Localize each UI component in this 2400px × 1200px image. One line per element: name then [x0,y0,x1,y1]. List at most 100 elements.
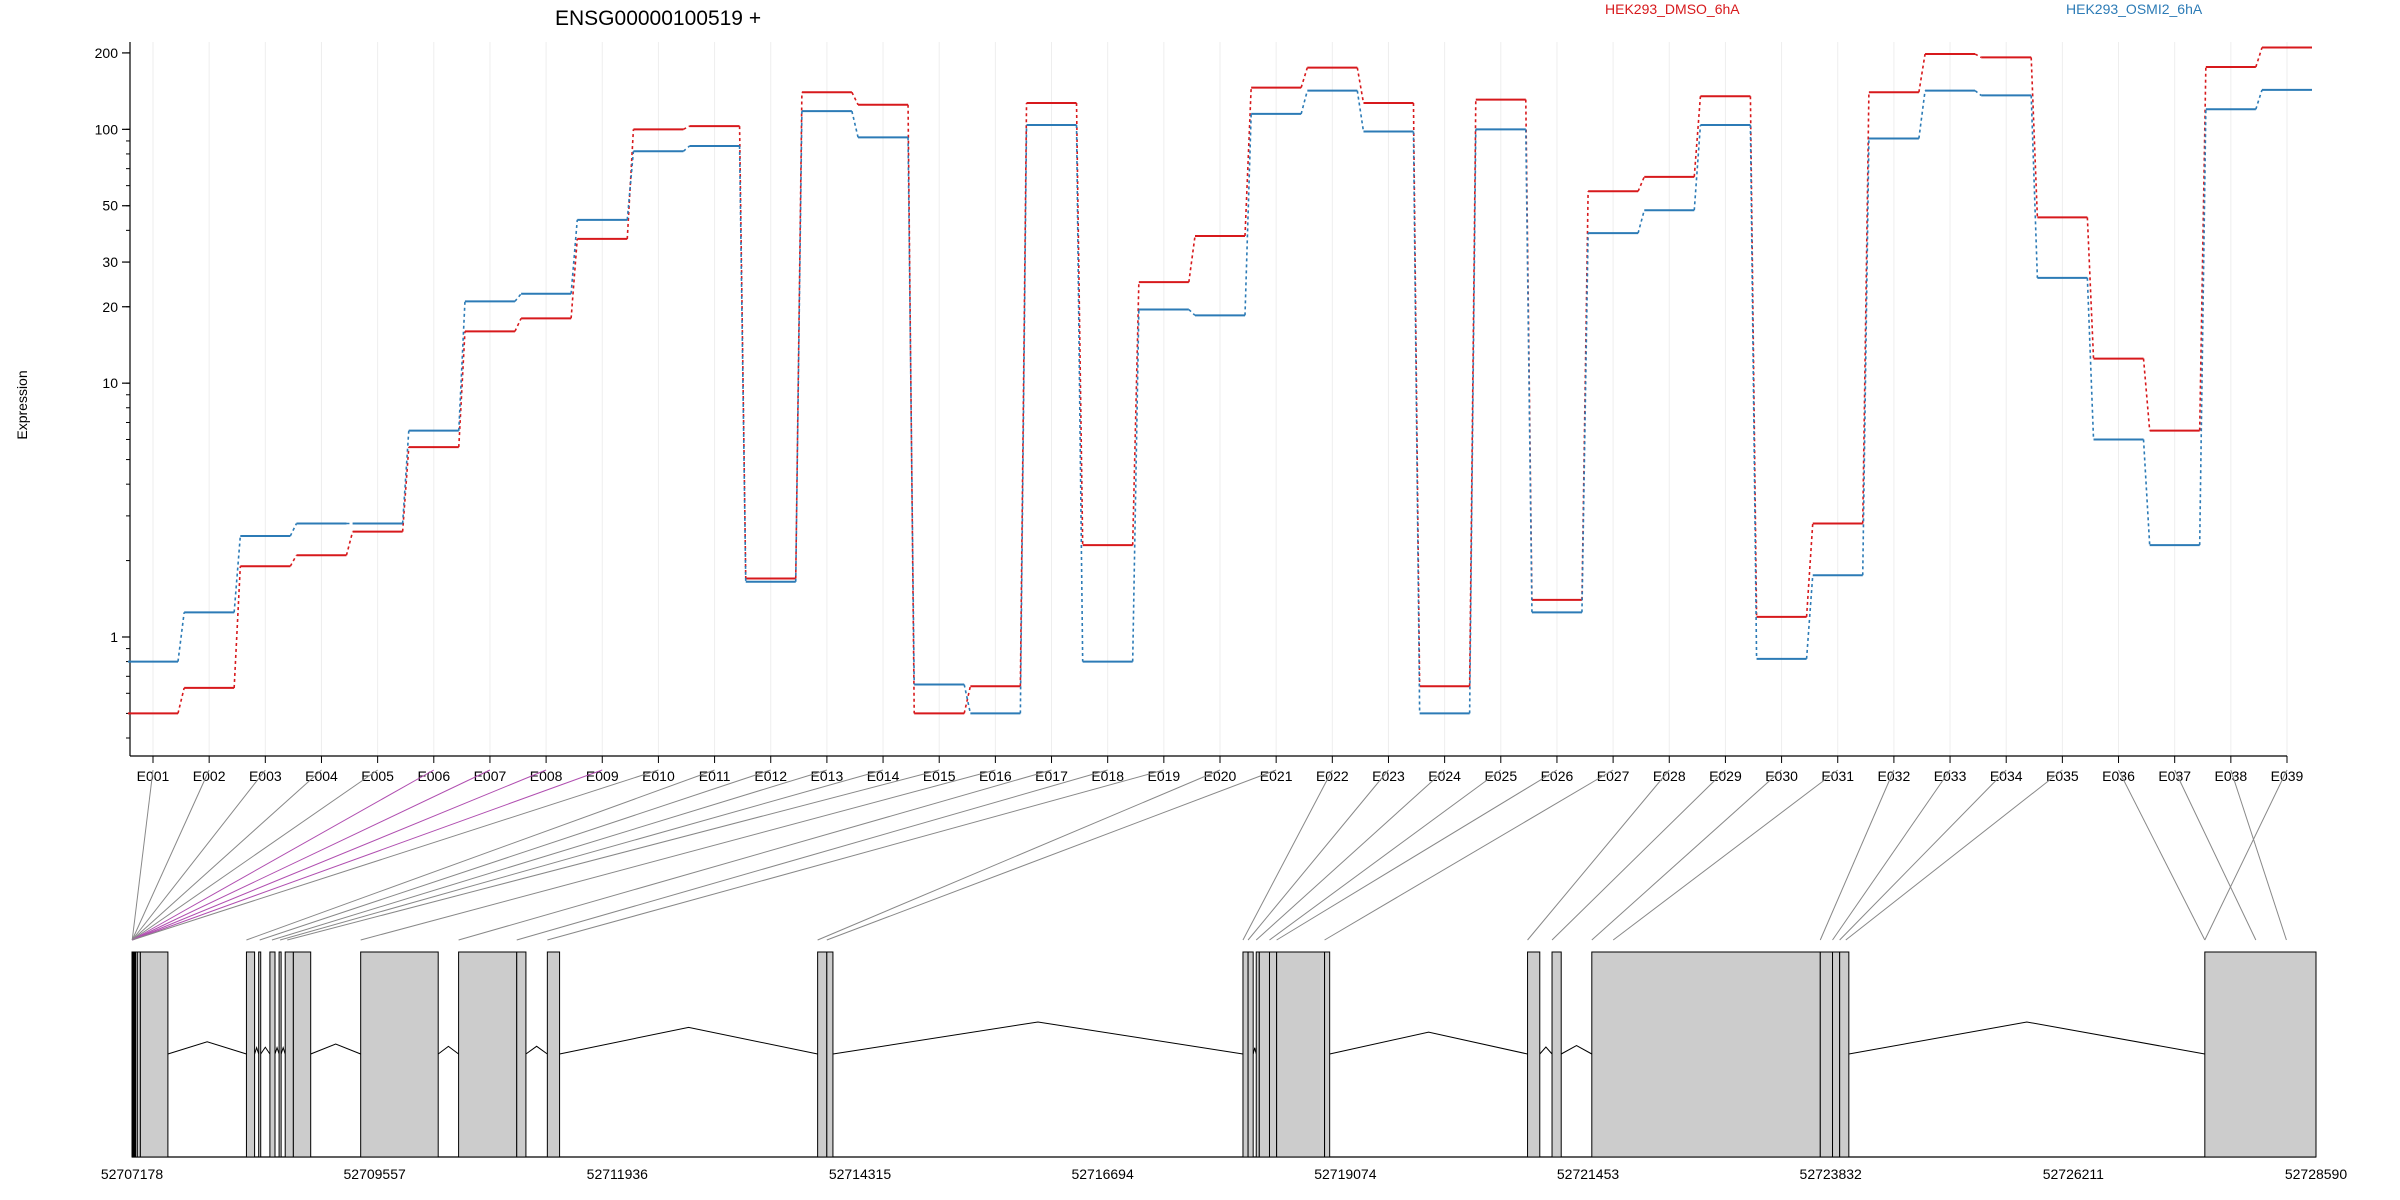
coordinate-label: 52726211 [2043,1166,2104,1182]
series-connector [1524,99,1533,600]
exon-link-e038 [2230,769,2287,941]
series-connector [2030,57,2039,218]
exon-link-e013 [271,769,828,941]
y-axis-label: Expression [14,370,30,439]
chart-title: ENSG00000100519 + [555,7,761,30]
exon-link-e003 [131,769,266,941]
exon-block [826,951,834,1158]
exon-link-e023 [1247,769,1389,941]
series-connector [1693,124,1702,211]
exon-link-e015 [287,769,940,941]
series-connector [2198,67,2207,431]
series-connector [2086,277,2095,440]
series-connector [1974,53,1982,59]
series-connector [1188,308,1196,316]
series-connector [1412,102,1421,687]
exon-block [1591,951,1821,1158]
series-connector [345,531,354,556]
exon-link-e029 [1551,769,1726,941]
exon-link-e019 [547,769,1164,941]
exon-link-e027 [1324,769,1614,941]
exon-link-e017 [458,769,1052,941]
series-connector [2142,358,2151,431]
x-tick-label-e034: E034 [1990,768,2023,784]
intron [274,1046,280,1055]
exon-start-mark [132,952,136,1157]
series-connector [1075,124,1084,662]
exon-block [1527,951,1541,1158]
exon-link-e033 [1832,769,1951,941]
exon-link-e002 [131,769,210,941]
series-connector [514,318,522,332]
series-connector [457,331,466,448]
x-tick-label-e006: E006 [417,768,450,784]
series-connector [233,566,242,688]
series-connector [2255,89,2263,110]
x-tick-label-e026: E026 [1541,768,1574,784]
y-tick-label: 30 [102,254,118,270]
coordinate-label: 52709557 [344,1166,407,1182]
intron [1252,1047,1257,1055]
exon-link-e010 [132,769,659,941]
y-tick-label: 1 [110,629,118,645]
exon-link-e004 [131,769,322,941]
series-connector [401,447,410,532]
exon-block [1324,951,1331,1158]
series-connector [570,238,579,319]
intron [280,1046,286,1055]
series-connector [401,430,410,524]
x-tick-label-e037: E037 [2158,768,2191,784]
intron [437,1045,459,1055]
exon-link-e036 [2118,769,2206,941]
series-connector [851,91,859,106]
exon-block [284,951,294,1158]
exon-link-e007 [131,769,491,941]
series-connector [626,129,635,239]
x-tick-label-e027: E027 [1597,768,1630,784]
exon-link-e037 [2174,769,2257,941]
series-connector [1188,235,1196,283]
series-connector [289,523,298,537]
series-connector [2198,109,2207,546]
series-connector [457,301,466,431]
coordinate-label: 52716694 [1071,1166,1134,1182]
exon-link-e031 [1612,769,1839,941]
exon-block [360,951,439,1158]
series-connector [1974,90,1982,97]
exon-block [516,951,527,1158]
exon-block [292,951,312,1158]
series-connector [1581,233,1589,613]
x-tick-label-e025: E025 [1484,768,1517,784]
series-connector [233,535,242,613]
legend-entry-dmso: HEK293_DMSO_6hA [1605,1,1740,17]
exon-block [1839,951,1850,1158]
exon-block [258,951,262,1158]
series-connector [1805,575,1814,659]
series-connector [683,125,690,131]
series-connector [1637,210,1646,234]
intron [1560,1044,1593,1055]
exon-link-e022 [1242,769,1333,941]
y-tick-label: 50 [102,198,118,214]
series-connector [177,612,185,662]
series-connector [1131,282,1140,546]
intron [254,1046,260,1055]
x-tick-label-e024: E024 [1428,768,1461,784]
series-connector [2255,47,2263,68]
exon-link-e016 [360,769,996,941]
coordinate-label: 52719074 [1314,1166,1377,1182]
series-connector [1693,96,1702,177]
intron [832,1021,1244,1055]
intron [1329,1031,1528,1055]
series-connector [1861,138,1870,576]
x-tick-label-e004: E004 [305,768,338,784]
series-connector [794,111,803,582]
series-connector [1019,125,1028,714]
series-connector [177,687,185,714]
series-connector [738,145,747,582]
exon-link-e001 [131,769,154,941]
exon-link-e012 [259,769,771,941]
intron [525,1045,548,1055]
x-tick-label-e036: E036 [2102,768,2135,784]
